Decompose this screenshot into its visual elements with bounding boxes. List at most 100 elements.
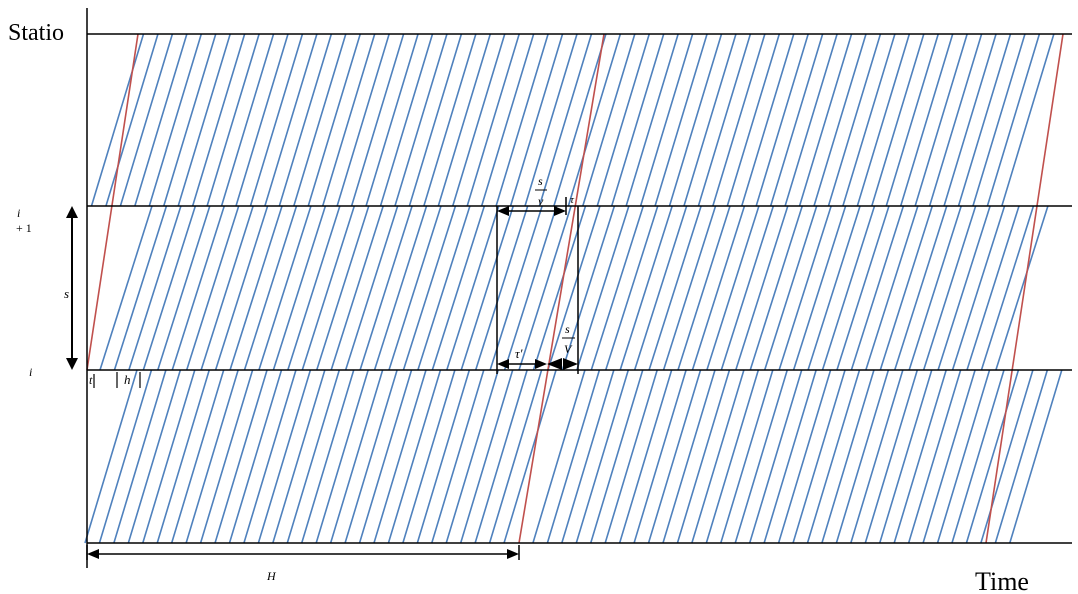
train-path: [315, 369, 369, 544]
train-path: [691, 205, 746, 371]
train-path: [460, 205, 515, 371]
train-path: [272, 369, 326, 544]
train-path: [596, 33, 651, 207]
train-path: [350, 33, 405, 207]
train-path: [647, 369, 702, 544]
train-path: [358, 369, 413, 544]
train-path: [965, 369, 1020, 544]
train-path: [908, 205, 962, 371]
train-path: [980, 369, 1034, 544]
s-over-V-denominator: V: [564, 342, 573, 356]
train-path: [344, 205, 399, 371]
train-path: [171, 205, 226, 371]
train-path: [914, 33, 968, 207]
train-path: [633, 205, 688, 371]
station-label-i: i: [29, 365, 32, 379]
train-path: [720, 205, 775, 371]
travel-time-box: [496, 197, 579, 374]
train-path: [668, 33, 723, 207]
train-path: [113, 205, 168, 371]
train-path: [792, 369, 846, 544]
train-path: [879, 205, 934, 371]
train-path: [416, 369, 471, 544]
train-path: [553, 33, 607, 207]
train-path: [489, 205, 543, 371]
train-path: [170, 369, 225, 544]
train-path: [503, 369, 557, 544]
train-path: [936, 369, 991, 544]
train-path: [359, 205, 413, 371]
train-path: [229, 205, 283, 371]
station-label-i-plus-1-top: i: [17, 206, 20, 220]
train-path: [142, 205, 197, 371]
headway-label: h: [124, 372, 131, 387]
train-path: [610, 33, 665, 207]
train-path: [220, 33, 275, 207]
train-path: [633, 369, 687, 544]
train-path: [784, 33, 838, 207]
train-path: [567, 33, 622, 207]
train-path: [885, 33, 940, 207]
train-path: [503, 205, 558, 371]
train-path: [726, 33, 781, 207]
train-path: [235, 33, 289, 207]
train-path: [365, 33, 419, 207]
train-path: [561, 205, 616, 371]
y-axis-label: Statio: [8, 20, 64, 46]
train-path: [813, 33, 867, 207]
train-path: [293, 33, 347, 207]
train-path: [286, 369, 341, 544]
train-path: [706, 205, 760, 371]
frequent-train-paths: [84, 33, 1063, 544]
train-path: [922, 369, 976, 544]
train-path: [264, 33, 318, 207]
train-path: [778, 205, 832, 371]
train-path: [142, 369, 196, 544]
train-path: [720, 369, 774, 544]
train-path: [749, 205, 804, 371]
train-path: [763, 205, 818, 371]
train-path: [821, 205, 876, 371]
train-path: [480, 33, 535, 207]
train-path: [373, 369, 427, 544]
train-path: [676, 369, 731, 544]
train-path: [388, 205, 442, 371]
train-path: [466, 33, 520, 207]
train-path: [878, 369, 933, 544]
train-path: [575, 369, 630, 544]
train-path: [922, 205, 977, 371]
train-path: [893, 205, 948, 371]
train-path: [995, 205, 1049, 371]
train-path: [437, 33, 492, 207]
train-path: [740, 33, 795, 207]
train-path: [648, 205, 702, 371]
train-path: [162, 33, 217, 207]
spacing-arrow: [66, 206, 78, 370]
train-path: [618, 369, 673, 544]
train-path: [639, 33, 694, 207]
train-path: [899, 33, 954, 207]
train-path: [590, 205, 645, 371]
express-train-path: [86, 33, 139, 371]
train-path: [191, 33, 246, 207]
train-path: [943, 33, 997, 207]
train-path: [972, 33, 1026, 207]
train-path: [387, 369, 442, 544]
train-path: [199, 369, 254, 544]
train-path: [907, 369, 962, 544]
tau-label: τ: [570, 194, 575, 206]
train-path: [524, 33, 578, 207]
train-path: [763, 369, 817, 544]
train-path: [532, 369, 586, 544]
s-over-V-numerator: s: [565, 322, 570, 336]
train-path: [871, 33, 925, 207]
train-path: [379, 33, 434, 207]
train-path: [850, 369, 904, 544]
s-over-V-arrow: [547, 358, 578, 370]
dwell-label: t: [89, 373, 93, 387]
train-path: [937, 205, 991, 371]
train-path: [278, 33, 333, 207]
train-path: [243, 205, 298, 371]
train-path: [408, 33, 463, 207]
train-path: [321, 33, 376, 207]
